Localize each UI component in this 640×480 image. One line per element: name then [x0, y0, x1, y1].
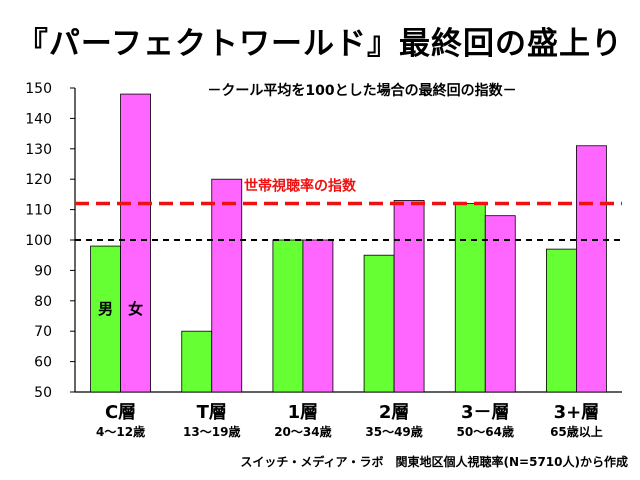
bar-male [363, 254, 395, 393]
x-category-sublabel: 4～12歳 [96, 424, 145, 439]
bar-female [484, 215, 516, 393]
chart-title: 『パーフェクトワールド』最終回の盛上り [16, 26, 624, 62]
y-tick-label: 90 [34, 263, 52, 279]
source-note: スイッチ・メディア・ラボ 関東地区個人視聴率(N=5710人)から作成 [240, 454, 628, 469]
y-tick-label: 110 [25, 203, 52, 219]
y-tick-label: 150 [25, 81, 52, 97]
x-category-sublabel: 50～64歳 [457, 424, 514, 439]
bar-male [272, 239, 304, 393]
y-tick-label: 50 [34, 385, 52, 401]
x-category-label: 2層 [379, 402, 410, 423]
x-category-label: T層 [197, 402, 227, 423]
x-category-label: 1層 [288, 402, 319, 423]
household-index-label: 世帯視聴率の指数 [244, 178, 357, 195]
chart-subtitle: －クール平均を100とした場合の最終回の指数－ [207, 82, 516, 99]
y-tick-label: 100 [25, 233, 52, 249]
x-category-label: C層 [105, 402, 136, 423]
bar-male [181, 330, 213, 393]
x-category-label: 3－層 [461, 402, 510, 423]
bar-female [211, 178, 243, 393]
y-tick-label: 130 [25, 142, 52, 158]
x-category-sublabel: 20～34歳 [274, 424, 331, 439]
x-category-sublabel: 65歳以上 [550, 424, 603, 439]
bar-male [546, 248, 577, 393]
x-category-sublabel: 35～49歳 [365, 424, 422, 439]
x-category-label: 3+層 [554, 402, 600, 423]
y-tick-label: 80 [34, 294, 52, 310]
y-tick-label: 120 [25, 172, 52, 188]
series-label-female: 女 [128, 300, 143, 318]
x-category-sublabel: 13～19歳 [183, 424, 240, 439]
y-tick-label: 60 [34, 355, 52, 371]
bar-male [90, 245, 121, 393]
bar-male [454, 203, 486, 393]
y-tick-label: 70 [34, 324, 52, 340]
bar-female [393, 200, 425, 393]
bar-female [302, 239, 334, 393]
bar-female [120, 93, 151, 393]
bar-female [576, 145, 607, 393]
series-label-male: 男 [98, 300, 113, 318]
y-tick-label: 140 [25, 111, 52, 127]
